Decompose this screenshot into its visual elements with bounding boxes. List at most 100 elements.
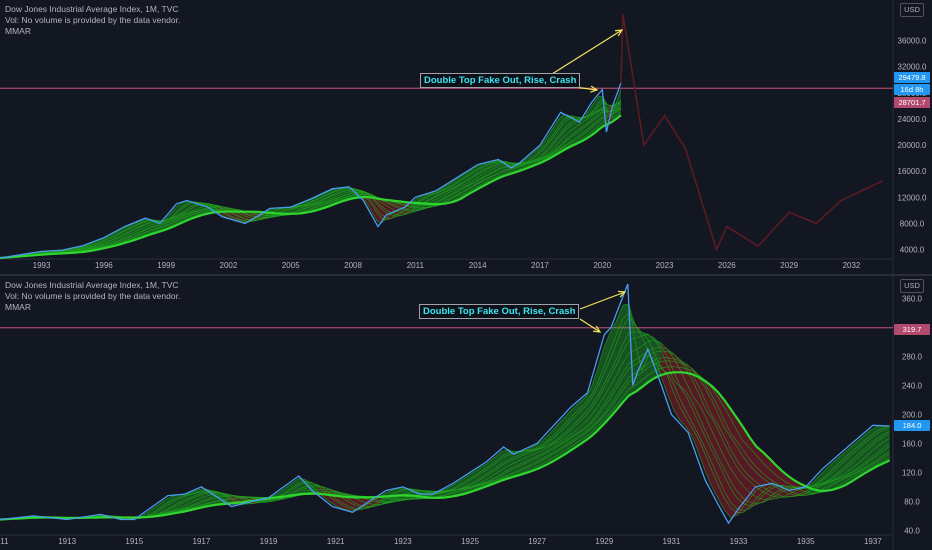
ma-ribbon-segment	[594, 96, 599, 134]
chart-pane-top[interactable]: 4000.0 8000.0 12000.0 16000.0 20000.0 24000.0…	[0, 0, 932, 274]
x-tick-label: 1935	[797, 537, 815, 546]
annotation-arrowhead	[617, 290, 627, 298]
ma-line	[0, 107, 622, 259]
ma-ribbon-segment	[883, 425, 890, 464]
chart-canvas-top[interactable]: 4000.0 8000.0 12000.0 16000.0 20000.0 24000.0…	[0, 0, 932, 274]
last-price-tag: 184.0	[894, 420, 930, 431]
x-tick-label: 1999	[157, 261, 175, 270]
x-tick-label: 2008	[344, 261, 362, 270]
ma-ribbon-segment	[495, 451, 503, 483]
x-tick-label: 2005	[282, 261, 300, 270]
currency-label[interactable]: USD	[900, 3, 924, 17]
ma-ribbon-segment	[479, 163, 484, 189]
y-tick-label: 160.0	[902, 439, 923, 448]
x-tick-label: 1925	[461, 537, 479, 546]
hline-price-tag: 28701.7	[894, 97, 930, 108]
ma-ribbon-segment	[226, 207, 231, 219]
ma-line	[0, 108, 622, 259]
y-tick-label: 80.0	[904, 497, 920, 506]
x-tick-label: 1915	[125, 537, 143, 546]
ma-ribbon-segment	[546, 429, 553, 465]
x-tick-label: 2020	[593, 261, 611, 270]
chart-canvas-bottom[interactable]: 40.080.0120.0160.0200.0240.0280.0320.036…	[0, 276, 932, 550]
legend-title: Dow Jones Industrial Average Index, 1M, …	[5, 4, 179, 14]
chart-legend-top: Dow Jones Industrial Average Index, 1M, …	[5, 4, 180, 37]
annotation-arrowhead	[614, 29, 624, 37]
ma-ribbon-segment	[686, 363, 693, 438]
x-tick-label: 2011	[407, 261, 425, 270]
ma-line	[0, 106, 622, 259]
x-tick-label: 2026	[718, 261, 736, 270]
ma-ribbon-segment	[711, 386, 719, 499]
annotation-arrow	[579, 318, 601, 333]
x-tick-label: 2017	[531, 261, 549, 270]
annotation-label[interactable]: Double Top Fake Out, Rise, Crash	[420, 73, 581, 88]
ma-ribbon-segment	[749, 437, 757, 509]
ma-line	[0, 303, 890, 520]
ma-ribbon-segment	[819, 468, 827, 493]
legend-indicator: MMAR	[5, 302, 31, 312]
ma-ribbon-segment	[641, 332, 649, 388]
currency-label[interactable]: USD	[900, 279, 924, 293]
x-tick-label: 2032	[843, 261, 861, 270]
y-tick-label: 24000.0	[898, 115, 927, 124]
annotation-label[interactable]: Double Top Fake Out, Rise, Crash	[419, 304, 580, 319]
x-tick-label: 1911	[0, 537, 9, 546]
ma-ribbon-segment	[654, 338, 661, 379]
ma-ribbon-segment	[622, 303, 630, 403]
y-tick-label: 280.0	[902, 352, 923, 361]
ma-ribbon-segment	[705, 380, 712, 487]
ma-ribbon-segment	[832, 457, 839, 490]
last-price-tag: 29479.8	[894, 72, 930, 83]
x-tick-label: 1917	[193, 537, 211, 546]
ma-slow-line	[0, 114, 622, 260]
ma-ribbon-segment	[781, 470, 788, 498]
x-tick-label: 1937	[864, 537, 882, 546]
ma-ribbon-segment	[851, 440, 858, 482]
ma-ribbon-segment	[660, 342, 668, 394]
x-tick-label: 1927	[528, 537, 546, 546]
x-tick-label: 2002	[220, 261, 238, 270]
pane-divider[interactable]	[0, 274, 932, 276]
x-tick-label: 2023	[656, 261, 674, 270]
ma-ribbon-segment	[177, 202, 182, 225]
y-tick-label: 12000.0	[898, 193, 927, 202]
y-tick-label: 40.0	[904, 526, 920, 535]
x-tick-label: 2029	[780, 261, 798, 270]
x-tick-label: 1996	[95, 261, 113, 270]
legend-indicator: MMAR	[5, 26, 31, 36]
annotation-arrowhead	[592, 325, 602, 333]
legend-volume-note: Vol: No volume is provided by the data v…	[5, 291, 181, 301]
y-tick-label: 240.0	[902, 381, 923, 390]
y-tick-label: 32000.0	[898, 63, 927, 72]
ma-ribbon-segment	[610, 321, 617, 418]
chart-pane-bottom[interactable]: 40.080.0120.0160.0200.0240.0280.0320.036…	[0, 276, 932, 550]
hline-price-tag: 319.7	[894, 324, 930, 335]
y-tick-label: 360.0	[902, 294, 923, 303]
ma-line	[0, 100, 622, 259]
ma-ribbon-segment	[374, 495, 382, 507]
ma-ribbon-segment	[545, 132, 550, 161]
x-tick-label: 2014	[469, 261, 487, 270]
bar-countdown-tag: 16d 8h	[894, 84, 930, 95]
y-tick-label: 36000.0	[898, 37, 927, 46]
legend-title: Dow Jones Industrial Average Index, 1M, …	[5, 280, 179, 290]
x-tick-label: 1923	[394, 537, 412, 546]
ma-line	[0, 109, 622, 259]
y-tick-label: 4000.0	[900, 245, 925, 254]
annotation-arrowhead	[590, 85, 599, 93]
price-line	[0, 82, 622, 259]
annotation-arrow	[579, 291, 626, 310]
x-tick-label: 1931	[663, 537, 681, 546]
chart-legend-bottom: Dow Jones Industrial Average Index, 1M, …	[5, 280, 180, 313]
ma-ribbon-segment	[483, 162, 488, 186]
annotation-arrow	[551, 29, 623, 75]
price-line	[0, 283, 890, 525]
ma-line	[0, 98, 622, 259]
ma-ribbon-segment	[629, 303, 636, 396]
ma-line	[0, 89, 622, 259]
ma-slow-line	[0, 371, 891, 521]
y-tick-label: 200.0	[902, 410, 923, 419]
ma-ribbon-segment	[756, 446, 763, 505]
ma-ribbon-segment	[737, 418, 744, 516]
